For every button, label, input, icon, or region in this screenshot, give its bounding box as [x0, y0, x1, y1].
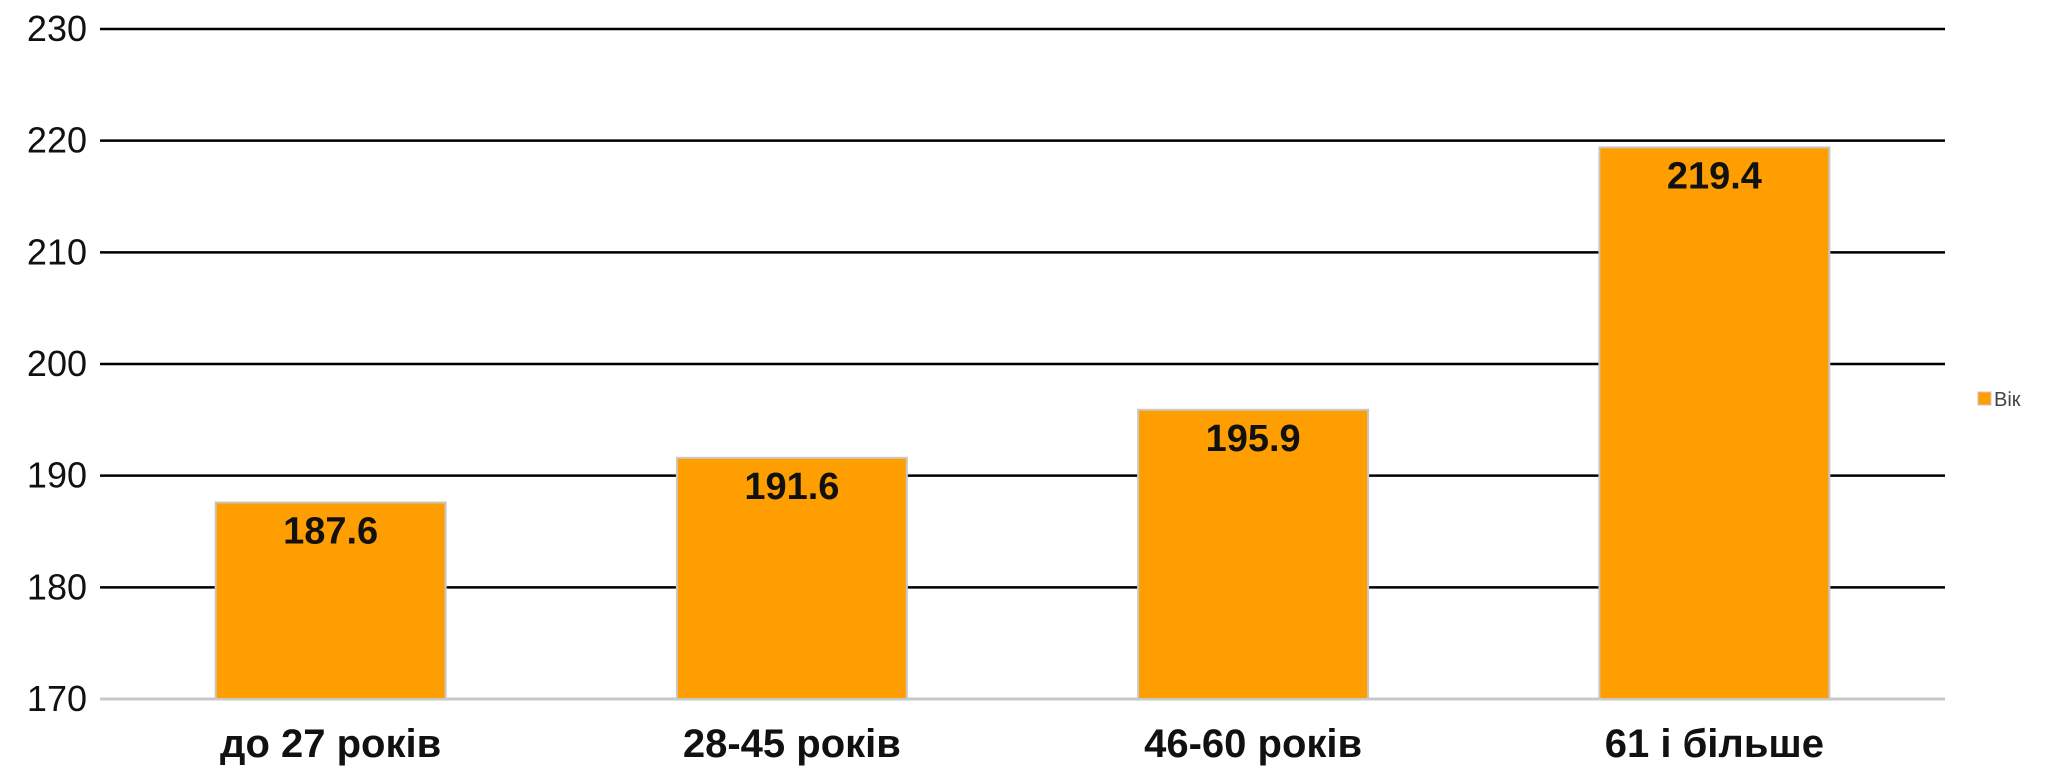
bar	[1137, 408, 1370, 700]
legend: Вік	[1977, 389, 2021, 411]
y-tick-label: 170	[27, 678, 87, 719]
bar-data-label: 191.6	[744, 466, 839, 508]
y-axis-tick-labels: 170 180 190 200 210 220 230	[27, 8, 87, 719]
y-tick-label: 230	[27, 8, 87, 49]
bar	[675, 456, 908, 700]
x-tick-label: 61 і більше	[1605, 722, 1824, 766]
bar-data-label: 187.6	[283, 510, 378, 552]
bar	[214, 501, 447, 701]
x-tick-label: до 27 років	[220, 722, 441, 766]
y-tick-label: 220	[27, 120, 87, 161]
x-tick-label: 28-45 років	[683, 722, 901, 766]
bar-data-label: 195.9	[1206, 418, 1301, 460]
y-tick-label: 180	[27, 566, 87, 607]
bar-data-labels: 187.6 191.6 195.9 219.4	[283, 155, 1762, 552]
legend-label: Вік	[1994, 389, 2021, 411]
x-axis-category-labels: до 27 років 28-45 років 46-60 років 61 і бі…	[220, 722, 1824, 766]
x-tick-label: 46-60 років	[1144, 722, 1362, 766]
y-tick-label: 210	[27, 231, 87, 272]
y-tick-label: 200	[27, 343, 87, 384]
bar	[1598, 146, 1831, 701]
y-tick-label: 190	[27, 455, 87, 496]
bar-data-label: 219.4	[1667, 155, 1762, 197]
bars	[214, 146, 1831, 701]
legend-swatch	[1977, 391, 1992, 406]
